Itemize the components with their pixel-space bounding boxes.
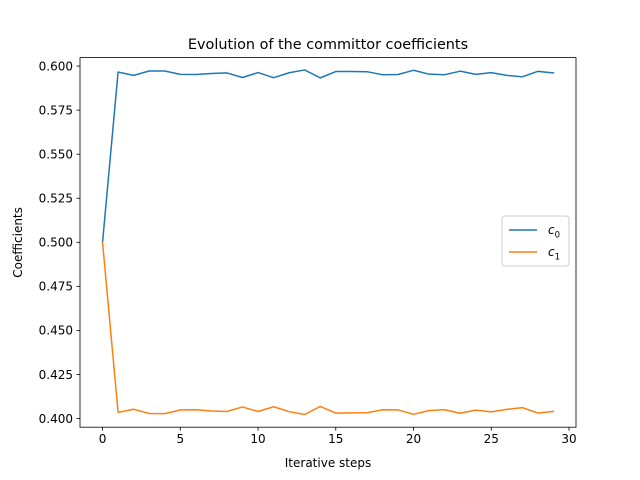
y-tick-label: 0.500 <box>39 236 73 250</box>
series-line-c0 <box>101 69 555 244</box>
y-axis-label: Coefficients <box>11 207 25 278</box>
y-tick-label: 0.525 <box>39 192 73 206</box>
legend-box <box>501 215 570 267</box>
y-tick-label: 0.450 <box>39 324 73 338</box>
y-tick-label: 0.550 <box>39 147 73 161</box>
x-tick-label: 30 <box>561 432 576 446</box>
y-axis-ticks: 0.400 0.425 0.450 0.475 0.500 0.525 0.550 0.575… <box>39 59 80 426</box>
x-tick-label: 10 <box>250 432 265 446</box>
y-tick-label: 0.575 <box>39 103 73 117</box>
chart-title: Evolution of the committor coefficients <box>188 37 468 53</box>
x-tick-label: 25 <box>484 432 499 446</box>
plot-lines <box>101 69 555 416</box>
legend-label-c1: c1 <box>548 245 560 263</box>
series-line-c1 <box>101 241 555 416</box>
y-tick-label: 0.475 <box>39 280 73 294</box>
y-tick-label: 0.425 <box>39 368 73 382</box>
x-tick-label: 15 <box>328 432 343 446</box>
x-tick-label: 0 <box>99 432 107 446</box>
x-tick-label: 5 <box>176 432 184 446</box>
x-axis-label: Iterative steps <box>285 456 371 470</box>
y-tick-label: 0.600 <box>39 59 73 73</box>
legend-label-c0: c0 <box>548 223 560 241</box>
y-tick-label: 0.400 <box>39 412 73 426</box>
x-tick-label: 20 <box>406 432 421 446</box>
x-axis-ticks: 0 5 10 15 20 25 30 <box>99 427 577 446</box>
